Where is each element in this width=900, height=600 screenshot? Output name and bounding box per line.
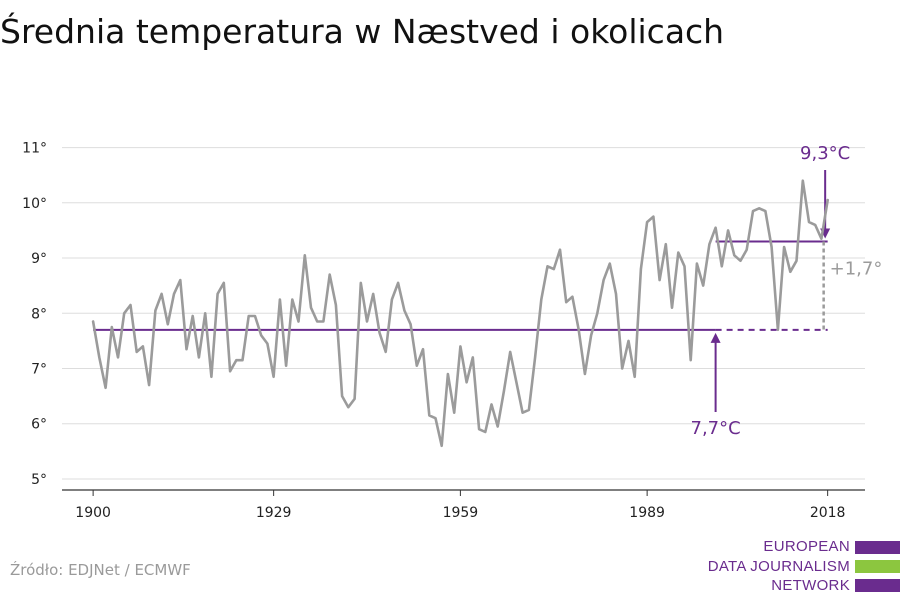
y-axis-tick-labels: 5° 6° 7° 8° 9° 10° 11° bbox=[22, 141, 47, 488]
x-axis bbox=[62, 489, 865, 496]
baseline-arrow-head bbox=[710, 332, 721, 343]
y-tick-label: 6° bbox=[31, 417, 47, 433]
logo-bar-bottom bbox=[855, 579, 900, 592]
source-note: Źródło: EDJNet / ECMWF bbox=[10, 561, 191, 579]
x-tick-label: 1929 bbox=[256, 505, 292, 521]
x-tick-label: 1900 bbox=[75, 505, 111, 521]
y-tick-label: 10° bbox=[22, 196, 47, 212]
y-tick-label: 5° bbox=[31, 472, 47, 488]
delta-label: +1,7° bbox=[830, 259, 883, 280]
x-axis-tick-labels: 1900 1929 1959 1989 2018 bbox=[75, 505, 845, 521]
edjnet-logo: EUROPEAN DATA JOURNALISM NETWORK bbox=[700, 538, 900, 598]
logo-line-network: NETWORK bbox=[771, 577, 850, 594]
y-tick-label: 7° bbox=[31, 361, 47, 377]
baseline-value-label: 7,7°C bbox=[691, 418, 741, 439]
annotations: 7,7°C 9,3°C +1,7° bbox=[93, 143, 882, 439]
x-tick-label: 1989 bbox=[629, 505, 665, 521]
recent-value-label: 9,3°C bbox=[800, 143, 850, 164]
logo-line-european: EUROPEAN bbox=[763, 538, 850, 555]
y-tick-label: 9° bbox=[31, 251, 47, 267]
y-tick-label: 11° bbox=[22, 141, 47, 157]
logo-line-data-journalism: DATA JOURNALISM bbox=[707, 558, 850, 575]
logo-bar-top bbox=[855, 541, 900, 554]
temperature-series-line bbox=[91, 179, 830, 448]
x-tick-label: 2018 bbox=[810, 505, 846, 521]
series-line bbox=[91, 179, 830, 448]
logo-bar-middle bbox=[855, 560, 900, 573]
y-tick-label: 8° bbox=[31, 306, 47, 322]
x-tick-label: 1959 bbox=[443, 505, 479, 521]
chart-title: Średnia temperatura w Næstved i okolicac… bbox=[0, 12, 725, 51]
